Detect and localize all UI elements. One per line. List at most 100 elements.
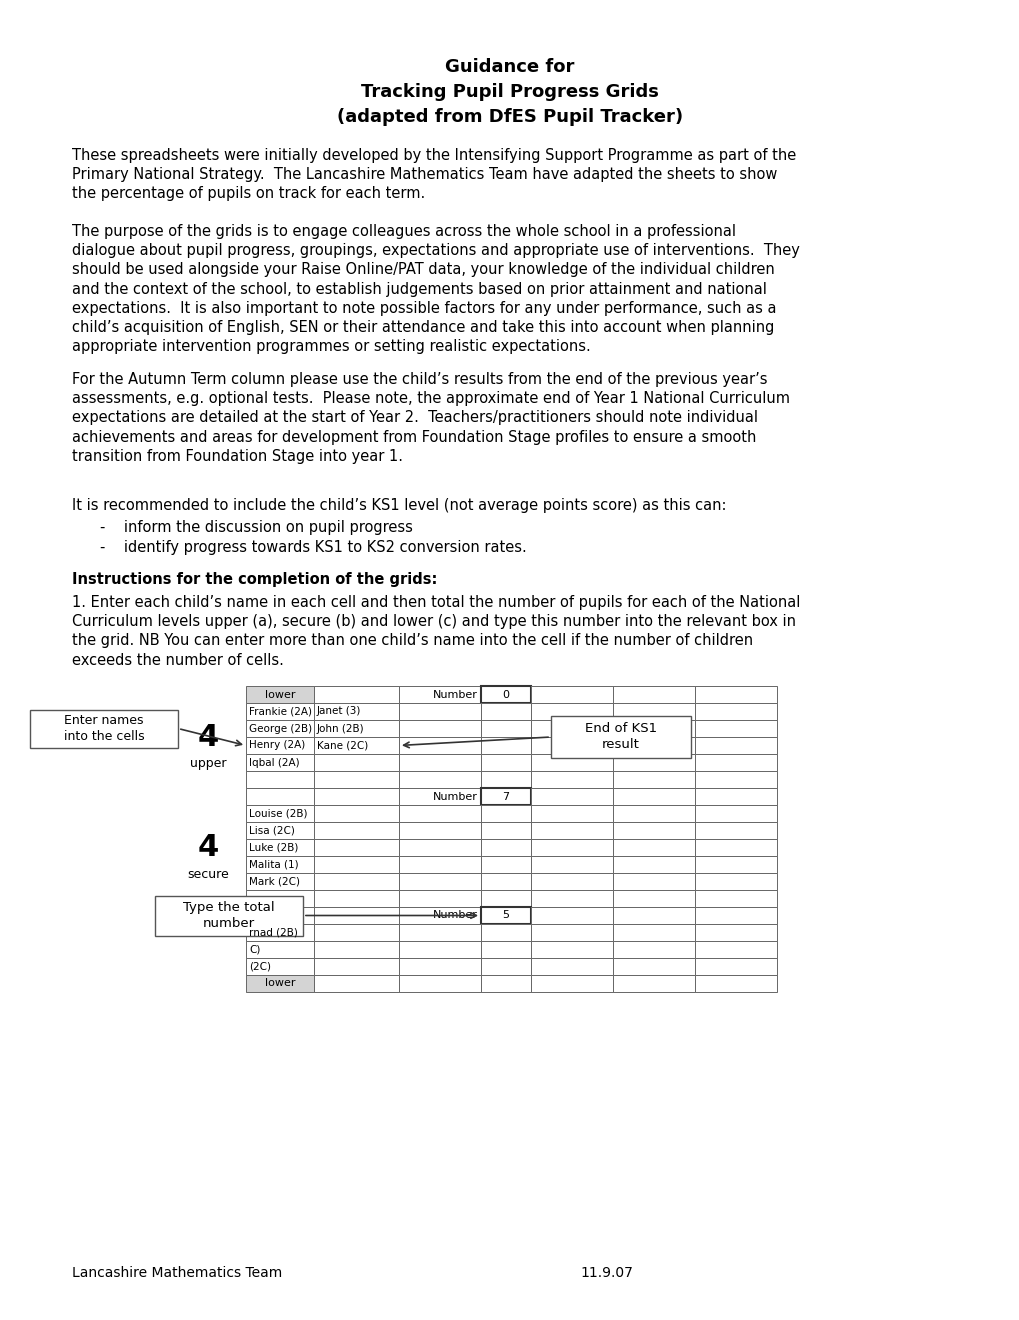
Bar [531,975,612,993]
Text: Number: Number [433,689,478,700]
Bar [314,805,398,822]
Bar [531,924,612,941]
Bar [694,855,776,873]
Bar [612,771,694,788]
Bar [398,890,481,907]
Bar [612,822,694,840]
Bar [398,719,481,737]
Bar [531,907,612,924]
Text: lower: lower [265,689,294,700]
Bar [398,907,481,924]
Text: (adapted from DfES Pupil Tracker): (adapted from DfES Pupil Tracker) [336,108,683,125]
Bar [531,737,612,754]
Bar [481,805,531,822]
Bar [246,873,314,890]
Bar [531,941,612,958]
Bar [612,924,694,941]
Bar [481,737,531,754]
Bar [481,958,531,975]
Text: Tracking Pupil Progress Grids: Tracking Pupil Progress Grids [361,83,658,102]
Bar [612,704,694,719]
Bar [398,805,481,822]
Text: Frankie (2A): Frankie (2A) [249,706,312,717]
Bar [246,890,314,907]
Bar [398,771,481,788]
Bar [531,890,612,907]
Text: Iqbal (2A): Iqbal (2A) [249,758,300,767]
Text: Number: Number [433,911,478,920]
Text: Guidance for: Guidance for [445,58,574,77]
Text: Malita (1): Malita (1) [249,859,299,870]
Bar [481,754,531,771]
Bar [612,788,694,805]
Bar [481,890,531,907]
Bar [531,855,612,873]
Text: Lisa (2C): Lisa (2C) [249,825,294,836]
Bar [314,941,398,958]
Bar [246,855,314,873]
Bar [694,788,776,805]
Text: End of KS1
result: End of KS1 result [584,722,656,751]
Text: Mark (2C): Mark (2C) [249,876,300,887]
Bar [314,788,398,805]
Text: secure: secure [186,867,228,880]
Text: Number: Number [433,792,478,801]
Bar [694,805,776,822]
Bar [246,754,314,771]
Text: Luke (2B): Luke (2B) [249,842,299,853]
Bar [694,822,776,840]
Bar [314,924,398,941]
Bar [246,924,314,941]
Text: (2C): (2C) [249,961,271,972]
Text: George (2B): George (2B) [249,723,312,734]
Text: Type the total
number: Type the total number [183,902,274,931]
Text: rnad (2B): rnad (2B) [249,928,298,937]
Bar [481,788,531,805]
Bar [246,737,314,754]
Bar [531,822,612,840]
Bar [246,975,314,993]
Bar [246,840,314,855]
Bar [481,822,531,840]
Bar [398,737,481,754]
Bar [531,771,612,788]
Bar [550,715,690,758]
Text: 11.9.07: 11.9.07 [580,1266,632,1280]
Bar [155,895,303,936]
Bar [694,840,776,855]
Bar [531,805,612,822]
Bar [398,686,481,704]
Bar [612,873,694,890]
Bar [531,686,612,704]
Bar [398,924,481,941]
Bar [246,805,314,822]
Text: Kane (2C): Kane (2C) [317,741,368,751]
Bar [531,840,612,855]
Bar [694,873,776,890]
Text: 4: 4 [198,833,218,862]
Bar [314,771,398,788]
Bar [481,924,531,941]
Text: Henry (2A): Henry (2A) [249,741,305,751]
Bar [398,975,481,993]
Bar [481,704,531,719]
Text: 0: 0 [502,689,510,700]
Bar [694,958,776,975]
Bar [314,719,398,737]
Bar [612,737,694,754]
Text: 5: 5 [502,911,510,920]
Bar [531,704,612,719]
Bar [398,822,481,840]
Bar [612,958,694,975]
Bar [531,958,612,975]
Bar [481,719,531,737]
Bar [481,686,531,704]
Bar [612,890,694,907]
Bar [246,719,314,737]
Bar [398,754,481,771]
Text: 4: 4 [198,723,218,752]
Bar [314,822,398,840]
Text: For the Autumn Term column please use the child’s results from the end of the pr: For the Autumn Term column please use th… [72,372,790,463]
Bar [246,941,314,958]
Text: Janet (3): Janet (3) [317,706,361,717]
